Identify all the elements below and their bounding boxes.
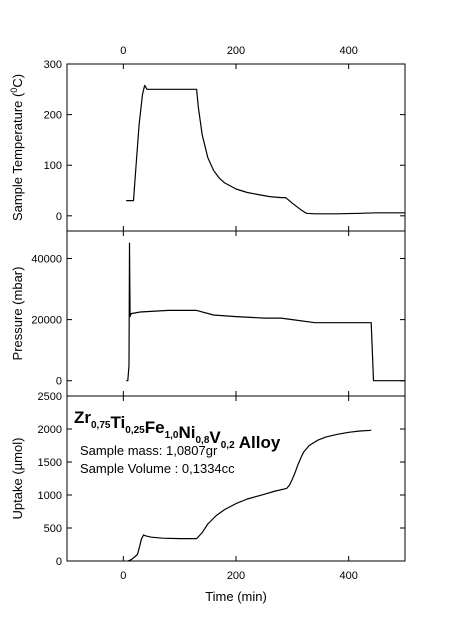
temperature-y-tick-label: 200 — [44, 110, 62, 122]
bottom-x-tick-label: 400 — [339, 570, 357, 582]
temperature-y-tick-label: 100 — [44, 160, 62, 172]
uptake-y-tick-label: 2500 — [38, 391, 62, 403]
temperature-frame — [66, 63, 406, 232]
uptake-y-tick-label: 500 — [44, 523, 62, 535]
pressure-y-tick-label: 20000 — [31, 315, 62, 327]
pressure-frame — [66, 230, 406, 397]
uptake-y-axis-title: Uptake (µmol) — [10, 438, 25, 520]
sample-mass-label: Sample mass: 1,0807gr — [80, 443, 218, 458]
sample-volume-label: Sample Volume : 0,1334cc — [80, 461, 235, 476]
temperature-panel: 0 100 200 300 Sample Temperature (0C) — [9, 59, 406, 232]
alloy-formula: Zr0,75Ti0,25Fe1,0Ni0,8V0,2 Alloy — [74, 408, 281, 452]
bottom-x-tick-label: 0 — [120, 570, 126, 582]
top-x-tick-label: 400 — [339, 45, 357, 57]
pressure-y-tick-label: 40000 — [31, 254, 62, 266]
uptake-y-tick-label: 1500 — [38, 457, 62, 469]
uptake-y-tick-label: 2000 — [38, 424, 62, 436]
temperature-y-tick-label: 0 — [56, 211, 62, 223]
top-x-tick-label: 0 — [120, 45, 126, 57]
bottom-x-tick-label: 200 — [227, 570, 245, 582]
uptake-panel: 0 500 1000 1500 2000 2500 Uptake (µmol) 0 200 400 — [10, 391, 406, 582]
uptake-y-tick-label: 1000 — [38, 490, 62, 502]
top-x-axis: 0 200 400 — [120, 45, 358, 57]
pressure-y-axis-title: Pressure (mbar) — [10, 267, 25, 361]
temperature-y-tick-label: 300 — [44, 59, 62, 71]
pressure-panel: 0 20000 40000 Pressure (mbar) — [10, 230, 406, 397]
pressure-series-line — [126, 242, 405, 382]
x-axis-title: Time (min) — [205, 589, 267, 604]
uptake-series-line — [127, 429, 372, 562]
temperature-series-line — [126, 84, 405, 215]
uptake-y-tick-label: 0 — [56, 556, 62, 568]
top-x-tick-label: 200 — [227, 45, 245, 57]
pressure-y-tick-label: 0 — [56, 376, 62, 388]
temperature-y-axis-title: Sample Temperature (0C) — [9, 74, 25, 221]
